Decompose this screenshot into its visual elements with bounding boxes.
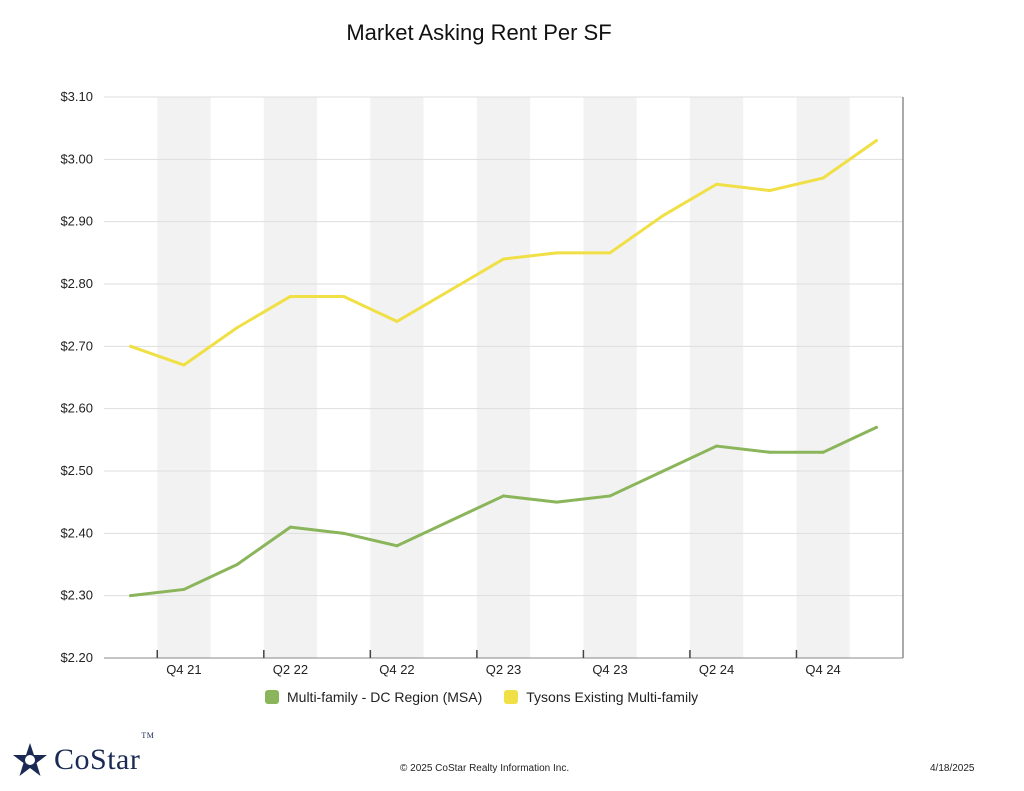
- data-point: [768, 450, 772, 454]
- data-point: [555, 251, 559, 255]
- data-point: [874, 425, 878, 429]
- data-point: [715, 182, 719, 186]
- legend-item-tysons[interactable]: Tysons Existing Multi-family: [504, 689, 698, 705]
- costar-star-icon: [13, 743, 47, 776]
- y-tick-label: $3.00: [60, 151, 93, 166]
- legend: Multi-family - DC Region (MSA) Tysons Ex…: [265, 689, 698, 705]
- data-point: [182, 587, 186, 591]
- data-point: [448, 519, 452, 523]
- data-point: [502, 494, 505, 498]
- x-tick-label: Q2 24: [699, 662, 734, 677]
- y-tick-label: $2.70: [60, 338, 93, 353]
- data-point: [129, 344, 133, 348]
- data-point: [608, 251, 612, 255]
- x-tick-label: Q2 22: [273, 662, 308, 677]
- data-point: [768, 189, 772, 192]
- y-tick-label: $2.60: [60, 401, 93, 416]
- data-point: [821, 176, 825, 180]
- data-point: [661, 213, 665, 217]
- y-tick-label: $2.80: [60, 276, 93, 291]
- y-tick-label: $2.20: [60, 650, 93, 665]
- x-tick-label: Q4 21: [166, 662, 201, 677]
- data-point: [235, 326, 239, 330]
- grid-band: [476, 97, 531, 658]
- legend-label-dc-region: Multi-family - DC Region (MSA): [287, 689, 483, 705]
- y-tick-label: $2.90: [60, 214, 93, 229]
- legend-item-dc-region[interactable]: Multi-family - DC Region (MSA): [265, 689, 482, 705]
- grid-band: [796, 97, 850, 658]
- y-tick-label: $2.40: [60, 525, 93, 540]
- legend-swatch-tysons: [504, 690, 519, 704]
- copyright-text: © 2025 CoStar Realty Information Inc.: [400, 763, 570, 774]
- data-point: [821, 450, 825, 454]
- y-tick-label: $2.30: [60, 588, 93, 603]
- y-tick-label: $2.50: [60, 463, 93, 478]
- report-date: 4/18/2025: [930, 763, 975, 774]
- x-tick-label: Q2 23: [486, 662, 521, 677]
- data-point: [874, 139, 878, 143]
- x-tick-label: Q4 24: [805, 662, 840, 677]
- data-point: [395, 544, 399, 548]
- data-point: [502, 257, 505, 261]
- chart-title: Market Asking Rent Per SF: [346, 20, 612, 45]
- grid-band: [263, 97, 318, 658]
- data-point: [661, 469, 665, 473]
- x-tick-label: Q4 23: [592, 662, 627, 677]
- legend-swatch-dc-region: [265, 690, 279, 704]
- legend-label-tysons: Tysons Existing Multi-family: [526, 689, 699, 705]
- costar-wordmark: CoStarTM: [54, 731, 155, 776]
- grid-band: [689, 97, 744, 658]
- data-point: [608, 494, 612, 498]
- data-point: [342, 294, 346, 298]
- grid-band: [157, 97, 211, 658]
- data-point: [235, 563, 239, 566]
- data-point: [715, 444, 719, 448]
- grid-band: [370, 97, 424, 658]
- x-tick-label: Q4 22: [379, 662, 414, 677]
- data-point: [182, 363, 186, 367]
- y-tick-label: $3.10: [60, 89, 93, 104]
- data-point: [129, 594, 133, 598]
- data-point: [342, 531, 346, 535]
- costar-logo: CoStarTM: [12, 731, 155, 778]
- data-point: [288, 294, 292, 298]
- grid-band: [583, 97, 637, 658]
- data-point: [555, 500, 559, 504]
- data-point: [288, 525, 292, 529]
- data-point: [448, 288, 452, 292]
- data-point: [395, 319, 399, 323]
